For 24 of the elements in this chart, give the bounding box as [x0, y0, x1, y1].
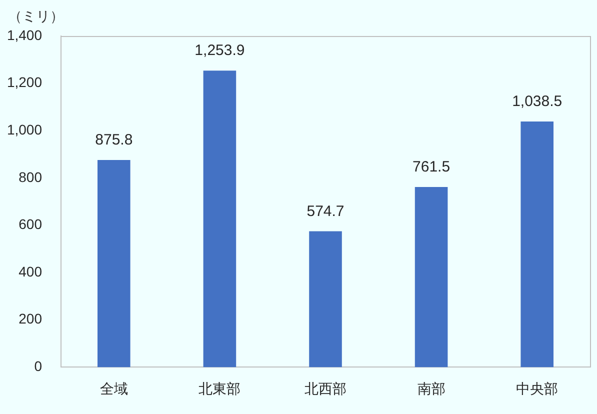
y-tick-label: 800: [18, 168, 42, 185]
data-label: 761.5: [412, 158, 450, 176]
data-label: 875.8: [95, 132, 133, 149]
data-label: 1,038.5: [512, 93, 562, 110]
data-label: 1,253.9: [194, 42, 245, 60]
y-tick-label: 0: [34, 358, 42, 374]
x-tick-label: 南部: [417, 380, 446, 396]
y-axis-title: （ミリ）: [8, 8, 64, 24]
y-tick-label: 1,400: [6, 26, 42, 43]
y-tick-label: 1,000: [6, 121, 42, 138]
x-tick-label: 全域: [100, 380, 128, 396]
x-tick-label: 北東部: [198, 380, 241, 396]
y-tick-label: 400: [18, 263, 42, 280]
y-tick-label: 1,200: [6, 74, 42, 90]
data-label: 574.7: [306, 202, 344, 220]
y-tick-label: 600: [18, 216, 42, 232]
x-tick-label: 中央部: [516, 380, 558, 396]
bar: [98, 160, 130, 368]
y-tick-label: 200: [18, 310, 42, 327]
bar: [414, 187, 448, 368]
x-tick-label: 北西部: [304, 380, 346, 396]
bar: [203, 70, 236, 368]
bar: [309, 231, 342, 368]
bar: [520, 122, 554, 368]
